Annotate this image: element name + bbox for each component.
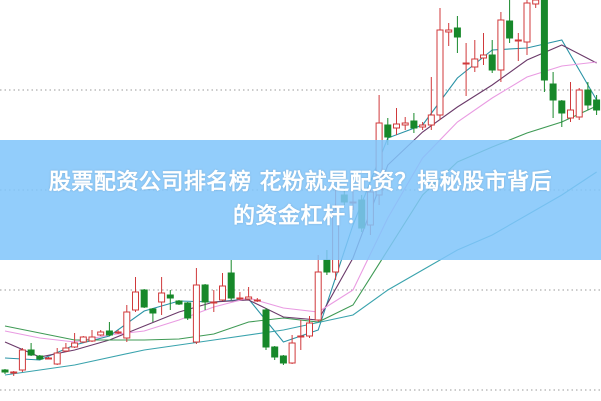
candle-up [88,336,96,342]
candle-up [575,89,583,118]
candle-up [45,357,52,360]
candle-up [114,331,122,334]
candle-up [10,371,18,374]
candle-down [584,89,592,106]
candle-up [567,109,574,119]
candle-down [149,308,157,314]
candle-down [262,309,270,348]
candle-up [419,124,427,128]
candle-up [306,322,313,337]
candle-up [236,297,244,300]
candle-up [480,54,487,59]
candle-down [488,54,496,71]
candle-up [53,352,61,365]
candle-up [253,299,261,302]
candle-down [593,99,601,111]
candle-up [393,123,400,129]
headline-line-2: 的资金杠杆！ [232,204,368,229]
candle-down [410,120,418,129]
candle-up [245,296,253,300]
candle-down [201,284,209,303]
candle-up [79,336,87,343]
candle-down [166,294,174,299]
candle-up [436,29,444,116]
candle-up [427,114,435,126]
candle-up [462,62,470,65]
headline-banner: 股票配资公司排名榜 花粉就是配资？揭秘股市背后 的资金杠杆！ [0,140,601,260]
candle-up [497,19,505,71]
candle-up [288,342,296,364]
candle-down [1,369,9,373]
candle-down [271,346,279,358]
candle-down [140,289,148,308]
candle-up [401,122,409,126]
candle-down [506,20,514,39]
candle-up [158,292,166,303]
candle-up [210,301,218,304]
moving-average-line [4,44,597,358]
candle-down [36,355,44,360]
candle-down [227,272,235,299]
candle-down [540,0,548,81]
candle-up [445,29,453,33]
candle-down [558,100,566,114]
candle-down [175,300,183,305]
candle-up [314,271,322,321]
candle-up [123,311,131,339]
candle-up [97,331,105,336]
candle-up [219,285,226,301]
candle-up [297,335,305,338]
candle-up [523,2,531,43]
candle-down [105,330,113,336]
candle-down [27,349,35,356]
candle-down [279,355,287,364]
candle-up [532,0,540,5]
moving-average-line [4,61,597,343]
candle-up [62,347,70,352]
candle-down [184,302,192,319]
candle-down [323,259,331,273]
candle-down [384,124,392,138]
candle-up [18,349,26,371]
candle-up [471,58,479,68]
candle-up [192,284,200,343]
headline-line-1: 股票配资公司排名榜 花粉就是配资？揭秘股市背后 [48,170,553,195]
candle-down [549,83,557,101]
candle-up [514,39,522,42]
candle-up [71,342,79,348]
candle-up [132,291,139,311]
candle-down [453,27,461,38]
